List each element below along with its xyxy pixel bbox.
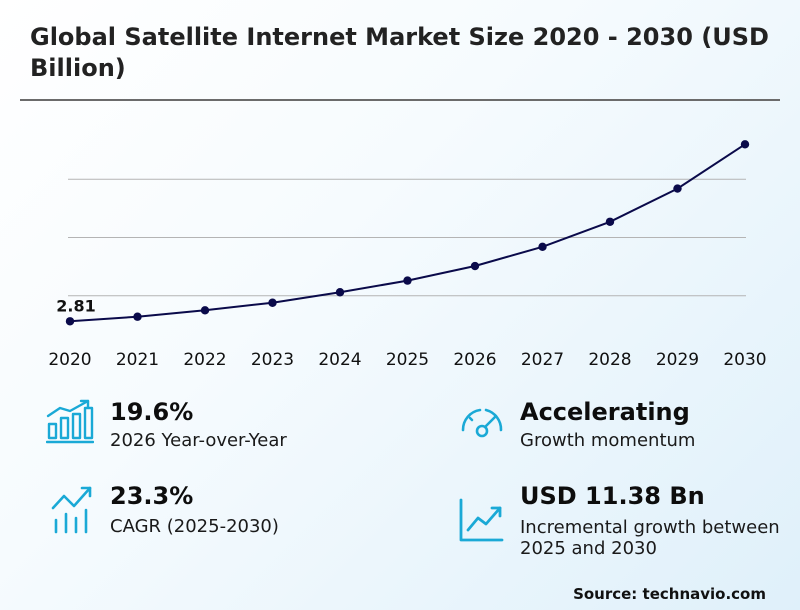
x-tick-label: 2024 [318,350,361,370]
x-tick-label: 2023 [251,350,294,370]
data-point-2030 [740,140,750,149]
x-tick-label: 2027 [521,350,564,370]
x-axis-ticks: 2020 2021 2022 2023 2024 2025 2026 2027 2028 2029… [48,350,766,370]
stat-yoy: 19.6% 2026 Year-over-Year [46,398,376,458]
data-point-2029 [673,184,682,193]
chart-title: Global Satellite Internet Market Size 20… [30,23,769,82]
x-tick-label: 2029 [656,350,699,370]
data-labels: 2.81 [56,296,95,315]
series-line [69,143,746,323]
stat-trend-label: Growth momentum [520,430,696,451]
x-tick-label: 2026 [453,350,496,370]
data-point-2027 [538,242,547,252]
data-point-2021 [133,312,142,321]
x-tick-label: 2030 [723,350,766,370]
stat-trend-value: Accelerating [520,398,690,426]
gridlines [68,178,746,297]
x-tick-label: 2025 [386,350,429,370]
data-point-2022 [200,306,210,315]
line-chart-up-icon [459,498,504,542]
stat-cagr: 23.3% CAGR (2025-2030) [50,482,380,542]
data-point-2025 [403,276,412,285]
trend-bars-icon [51,486,92,534]
x-tick-label: 2022 [183,350,226,370]
stat-yoy-label: 2026 Year-over-Year [110,430,287,451]
bar-chart-growth-icon [46,399,94,444]
data-label: 2.81 [56,296,95,315]
line-chart: 2020 2021 2022 2023 2024 2025 2026 2027 2028 2029… [48,140,767,370]
stat-incremental-label: Incremental growth between 2025 and 2030 [520,517,780,559]
x-tick-label: 2020 [48,350,91,370]
x-tick-label: 2028 [588,350,631,370]
stat-incremental: USD 11.38 Bn Incremental growth between … [458,482,788,562]
data-point-2024 [335,288,345,297]
data-point-2023 [268,298,277,307]
stat-cagr-value: 23.3% [110,482,194,510]
title-divider [20,99,780,101]
x-tick-label: 2021 [116,350,159,370]
stat-cagr-label: CAGR (2025-2030) [110,516,279,537]
data-point-2020 [65,317,75,326]
source-credit: Source: technavio.com [573,585,766,603]
speedometer-icon [461,408,503,438]
stat-trend: Accelerating Growth momentum [458,398,788,458]
stat-incremental-value: USD 11.38 Bn [520,482,705,510]
data-points [65,140,750,326]
data-point-2028 [605,217,615,226]
data-point-2026 [470,261,480,271]
stat-yoy-value: 19.6% [110,398,194,426]
